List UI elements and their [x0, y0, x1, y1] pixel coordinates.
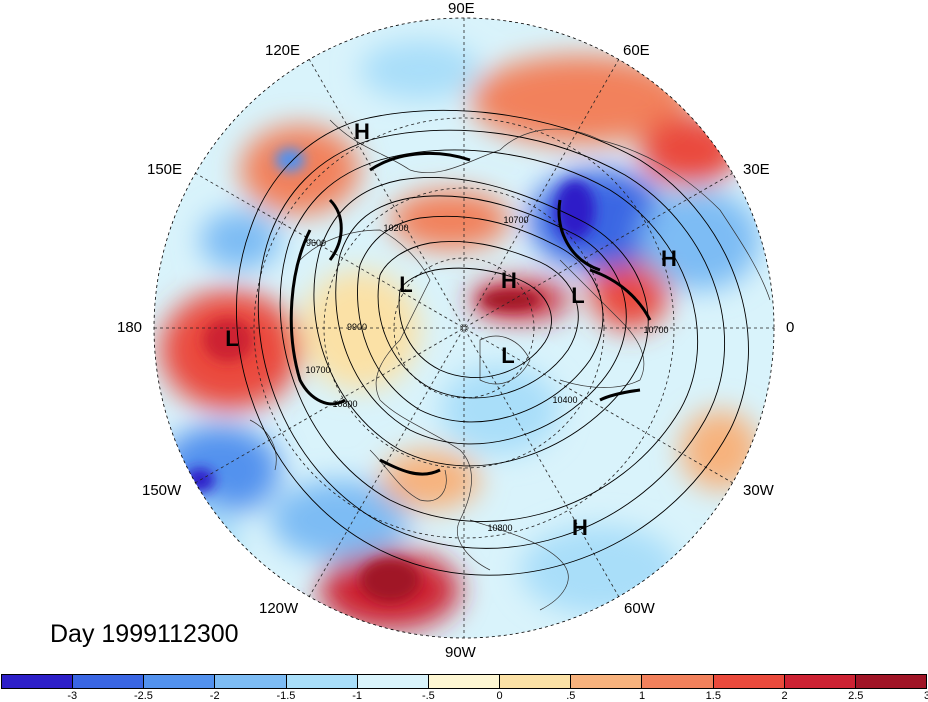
colorbar-tick-label: -1.5 [276, 690, 296, 702]
lon-label-30e: 30E [743, 161, 770, 178]
colorbar-tick-label: -2.5 [133, 690, 153, 702]
colorbar-tick-label: -2 [209, 690, 220, 702]
colorbar-swatch [784, 675, 856, 688]
height-contours [236, 109, 749, 576]
map-boundary [153, 17, 775, 639]
contour-label: 9900 [346, 322, 368, 332]
lon-label-120e: 120E [265, 42, 301, 59]
colorbar-tick-label: -3 [67, 690, 78, 702]
colorbar-swatch [500, 675, 572, 688]
colorbar-swatch [73, 675, 145, 688]
contour-label: 10700 [503, 215, 529, 225]
lon-label-60w: 60W [624, 600, 655, 617]
lon-label-150e: 150E [147, 161, 183, 178]
colorbar-tick-label: -.5 [421, 690, 435, 702]
low-marker: L [501, 343, 515, 368]
date-label: Day 1999112300 [50, 620, 239, 648]
colorbar-tick-label: 1.5 [705, 690, 721, 702]
colorbar [1, 674, 927, 689]
lon-label-90w: 90W [445, 644, 476, 661]
contour-label: 10800 [332, 399, 358, 409]
contour-label: 9600 [305, 238, 327, 248]
jet-contours [289, 152, 652, 476]
high-marker: H [501, 268, 517, 293]
colorbar-swatch [855, 675, 927, 688]
lon-label-30w: 30W [743, 482, 774, 499]
high-marker: H [354, 119, 370, 144]
colorbar-tick-label: 2 [781, 690, 788, 702]
contour-label: 10400 [552, 395, 578, 405]
lon-label-120w: 120W [259, 600, 299, 617]
lon-label-150w: 150W [142, 482, 182, 499]
colorbar-tick-label: 1 [639, 690, 646, 702]
high-marker: H [661, 246, 677, 271]
colorbar-swatch [286, 675, 358, 688]
contour-label: 10200 [383, 223, 409, 233]
colorbar-swatch [571, 675, 643, 688]
colorbar-swatch [428, 675, 501, 688]
colorbar-swatch [357, 675, 429, 688]
coastlines [249, 119, 771, 611]
contour-label: 10700 [305, 365, 331, 375]
colorbar-tick-label: 0 [496, 690, 503, 702]
colorbar-swatch [144, 675, 216, 688]
colorbar-tick-label: -1 [352, 690, 363, 702]
contour-label: 10700 [643, 325, 669, 335]
graticule [154, 18, 774, 638]
lon-label-0: 0 [786, 319, 795, 336]
colorbar-swatch [2, 675, 74, 688]
colorbar-swatch [642, 675, 714, 688]
low-marker: L [225, 326, 239, 351]
low-marker: L [571, 283, 585, 308]
colorbar-tick-label: 2.5 [848, 690, 864, 702]
low-marker: L [399, 272, 413, 297]
lon-label-180: 180 [117, 319, 143, 336]
lon-label-90e: 90E [448, 0, 475, 17]
contour-label: 10800 [487, 523, 513, 533]
lon-label-60e: 60E [623, 42, 650, 59]
colorbar-swatch [215, 675, 287, 688]
anomaly-field [154, 18, 774, 638]
colorbar-swatch [713, 675, 785, 688]
colorbar-tick-label: .5 [566, 690, 576, 702]
high-marker: H [572, 515, 588, 540]
colorbar-tick-label: 3 [923, 690, 928, 702]
